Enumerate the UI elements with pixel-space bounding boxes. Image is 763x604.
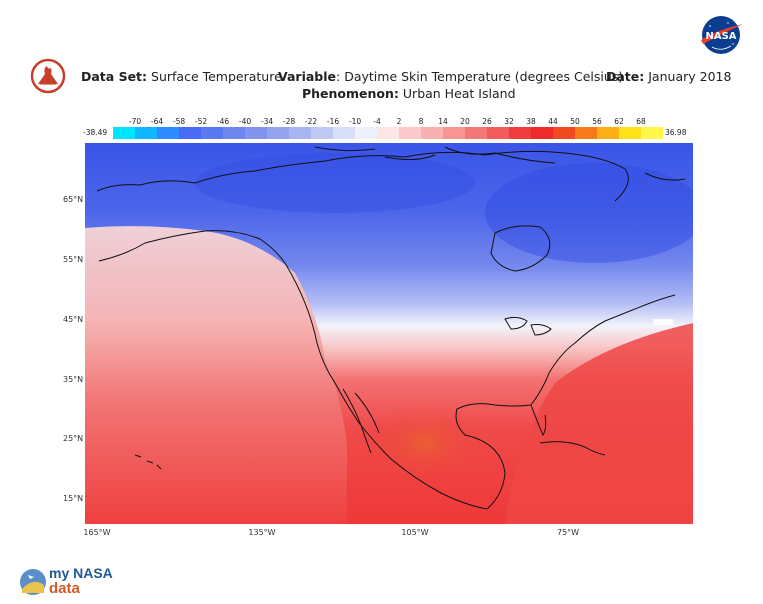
colorbar <box>113 127 663 139</box>
colorbar-tick-label: 50 <box>570 117 580 126</box>
lon-label-105w: 105°W <box>401 528 429 537</box>
colorbar-cell <box>399 127 421 139</box>
colorbar-tick-label: 8 <box>418 117 424 126</box>
colorbar-cell <box>179 127 201 139</box>
colorbar-cell <box>619 127 641 139</box>
mynasadata-line2: data <box>49 580 80 597</box>
colorbar-tick-label: -70 <box>128 117 142 126</box>
lat-label-45: 45°N <box>63 315 84 324</box>
lat-label-25: 25°N <box>63 434 84 443</box>
phenomenon-title: Phenomenon: Urban Heat Island <box>302 86 516 101</box>
colorbar-cell <box>289 127 311 139</box>
lon-label-165w: 165°W <box>83 528 111 537</box>
colorbar-tick-label: -10 <box>348 117 362 126</box>
colorbar-tick-label: -40 <box>238 117 252 126</box>
colorbar-tick-label: 56 <box>592 117 602 126</box>
colorbar-cell <box>377 127 399 139</box>
nasa-logo: NASA <box>697 14 745 56</box>
colorbar-cell <box>267 127 289 139</box>
colorbar-cell <box>641 127 663 139</box>
phenomenon-value: Urban Heat Island <box>402 86 516 101</box>
colorbar-tick-label: 68 <box>636 117 646 126</box>
dataset-title: Data Set: Surface Temperature <box>81 69 282 84</box>
colorbar-max-label: 36.98 <box>665 128 687 137</box>
variable-value: : Daytime Skin Temperature (degrees Cels… <box>336 69 624 84</box>
colorbar-tick-label: 14 <box>438 117 448 126</box>
nasa-logo-text: NASA <box>705 31 736 42</box>
colorbar-tick-label: 32 <box>504 117 514 126</box>
colorbar-cell <box>201 127 223 139</box>
lon-label-75w: 75°W <box>556 528 580 537</box>
colorbar-cell <box>553 127 575 139</box>
colorbar-tick-label: -22 <box>304 117 318 126</box>
colorbar-tick-label: 62 <box>614 117 624 126</box>
colorbar-tick-label: -58 <box>172 117 186 126</box>
colorbar-cell <box>157 127 179 139</box>
colorbar-cell <box>421 127 443 139</box>
colorbar-tick-label: -28 <box>282 117 296 126</box>
colorbar-cell <box>487 127 509 139</box>
dataset-value: Surface Temperature <box>151 69 282 84</box>
colorbar-cell <box>443 127 465 139</box>
colorbar-tick-label: -34 <box>260 117 274 126</box>
colorbar-tick-label: -4 <box>373 117 381 126</box>
colorbar-cell <box>245 127 267 139</box>
colorbar-tick-label: -16 <box>326 117 340 126</box>
colorbar-cell <box>333 127 355 139</box>
temperature-map <box>85 143 705 525</box>
colorbar-cell <box>465 127 487 139</box>
colorbar-min-label: -38.49 <box>83 128 108 137</box>
colorbar-cell <box>223 127 245 139</box>
mynasadata-line1: my NASA <box>49 565 113 581</box>
colorbar-tick-label: 2 <box>396 117 402 126</box>
colorbar-cell <box>113 127 135 139</box>
colorbar-cell <box>509 127 531 139</box>
date-label: Date: <box>606 69 645 84</box>
colorbar-cell <box>531 127 553 139</box>
date-value: January 2018 <box>648 69 732 84</box>
lon-label-135w: 135°W <box>248 528 276 537</box>
colorbar-tick-label: -64 <box>150 117 164 126</box>
dataset-label: Data Set: <box>81 69 148 84</box>
lat-label-65: 65°N <box>63 195 84 204</box>
colorbar-cell <box>575 127 597 139</box>
date-title: Date: January 2018 <box>606 69 731 84</box>
mynasadata-logo: my NASA data <box>18 565 128 599</box>
colorbar-tick-label: 20 <box>460 117 470 126</box>
colorbar-tick-label: 26 <box>482 117 492 126</box>
variable-label: Variable <box>278 69 337 84</box>
phenomenon-label: Phenomenon: <box>302 86 399 101</box>
variable-title: Variable: Daytime Skin Temperature (degr… <box>278 69 623 84</box>
colorbar-tick-label: -46 <box>216 117 230 126</box>
lat-label-15: 15°N <box>63 494 84 503</box>
colorbar-cell <box>355 127 377 139</box>
colorbar-tick-label: 38 <box>526 117 536 126</box>
lat-label-35: 35°N <box>63 375 84 384</box>
colorbar-tick-label: 44 <box>548 117 558 126</box>
lat-label-55: 55°N <box>63 255 84 264</box>
urban-heat-island-icon <box>30 58 66 94</box>
colorbar-cell <box>135 127 157 139</box>
colorbar-tick-label: -52 <box>194 117 208 126</box>
colorbar-cell <box>311 127 333 139</box>
colorbar-cell <box>597 127 619 139</box>
